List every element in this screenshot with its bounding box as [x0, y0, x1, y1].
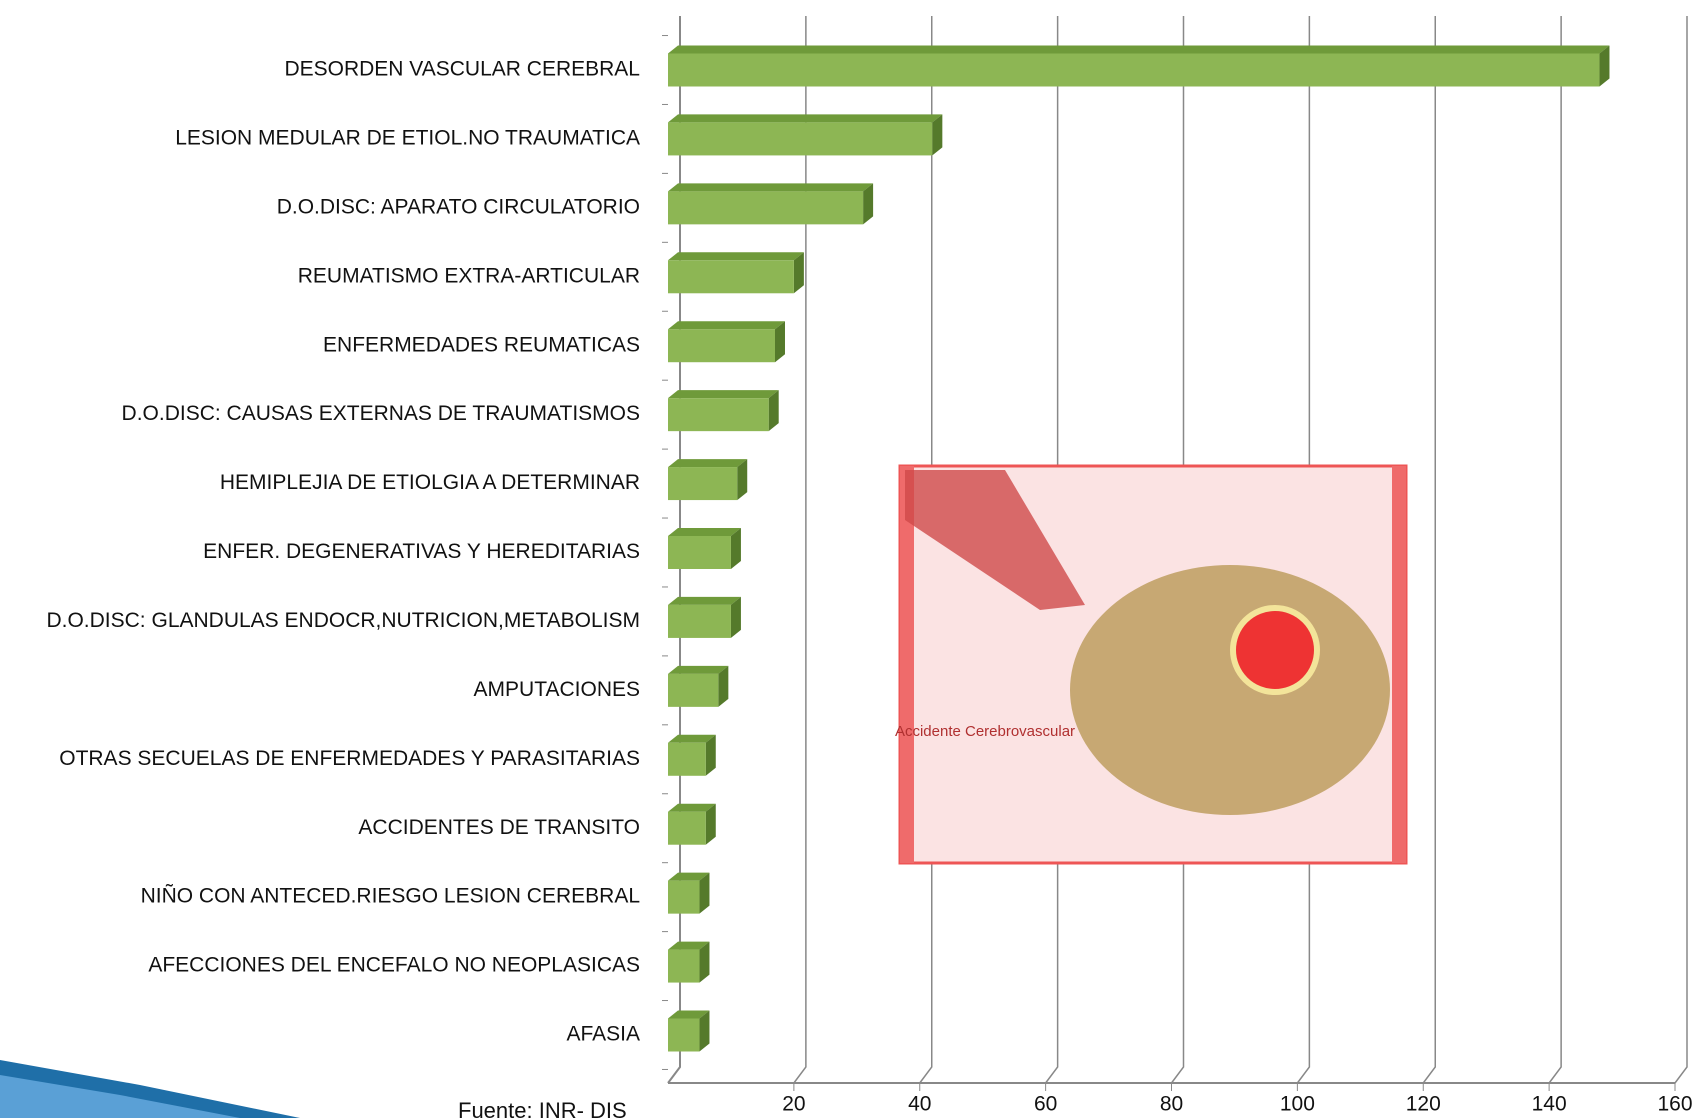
- bar: [668, 742, 706, 776]
- bar: [668, 398, 769, 432]
- bar-top: [668, 459, 748, 468]
- bar: [668, 604, 731, 638]
- y-tick-label: D.O.DISC: GLANDULAS ENDOCR,NUTRICION,MET…: [46, 609, 640, 632]
- y-tick-label: NIÑO CON ANTECED.RIESGO LESION CEREBRAL: [141, 884, 640, 908]
- bar: [668, 1018, 700, 1052]
- x-tick-label: 20: [782, 1093, 805, 1116]
- grid-line: [1674, 16, 1688, 1084]
- bar-side: [705, 803, 716, 845]
- bar-side: [705, 734, 716, 776]
- bar: [668, 880, 700, 914]
- y-tick-label: DESORDEN VASCULAR CEREBRAL: [284, 58, 640, 81]
- bar-top: [668, 941, 710, 950]
- bar-top: [668, 803, 716, 812]
- bar-side: [932, 114, 943, 156]
- bar-top: [668, 872, 710, 881]
- source-note: Fuente: INR- DIS: [458, 1098, 627, 1118]
- bar-top: [668, 252, 804, 261]
- y-tick-label: AMPUTACIONES: [474, 678, 640, 701]
- x-tick-label: 140: [1532, 1093, 1567, 1116]
- bar-side: [699, 1010, 710, 1052]
- grid-line: [1170, 16, 1185, 1084]
- bar-side: [718, 665, 729, 707]
- y-tick-label: ENFERMEDADES REUMATICAS: [323, 333, 640, 356]
- inset-label: Accidente Cerebrovascular: [895, 723, 1075, 740]
- x-tick-label: 40: [908, 1093, 931, 1116]
- y-tick-label: LESION MEDULAR DE ETIOL.NO TRAUMATICA: [175, 126, 640, 149]
- bar: [668, 53, 1600, 87]
- y-tick-label: AFASIA: [566, 1023, 640, 1046]
- grid-line: [793, 16, 807, 1084]
- bar-side: [774, 321, 785, 363]
- slide-decoration: [0, 1075, 240, 1118]
- y-tick-label: ENFER. DEGENERATIVAS Y HEREDITARIAS: [203, 540, 640, 563]
- bar: [668, 329, 775, 363]
- bar: [668, 467, 738, 501]
- bar-side: [793, 252, 804, 294]
- bar-top: [668, 665, 729, 674]
- y-tick-label: REUMATISMO EXTRA-ARTICULAR: [298, 264, 640, 287]
- x-tick-label: 80: [1160, 1093, 1183, 1116]
- bar-top: [668, 734, 716, 743]
- x-tick-label: 100: [1280, 1093, 1315, 1116]
- bar-side: [730, 596, 741, 638]
- y-tick-label: ACCIDENTES DE TRANSITO: [358, 816, 640, 839]
- bar-top: [668, 390, 779, 399]
- bar: [668, 949, 700, 983]
- bar-top: [668, 114, 943, 123]
- bar-side: [863, 183, 874, 225]
- bar-top: [668, 528, 741, 536]
- y-tick-label: HEMIPLEJIA DE ETIOLGIA A DETERMINAR: [220, 471, 640, 494]
- bar-top: [668, 183, 874, 192]
- bar: [668, 536, 731, 569]
- bar: [668, 811, 706, 845]
- x-tick-label: 160: [1657, 1093, 1692, 1116]
- y-tick-label: AFECCIONES DEL ENCEFALO NO NEOPLASICAS: [148, 954, 640, 977]
- grid-line: [1422, 16, 1436, 1084]
- bar-side: [699, 872, 710, 914]
- bar: [668, 191, 864, 225]
- bar: [668, 260, 794, 294]
- bar-side: [1599, 45, 1610, 87]
- bar-side: [730, 528, 741, 569]
- bar-top: [668, 596, 741, 605]
- x-tick-label: 60: [1034, 1093, 1057, 1116]
- bar-side: [737, 459, 748, 501]
- bar-top: [668, 1010, 710, 1019]
- y-tick-label: D.O.DISC: APARATO CIRCULATORIO: [277, 195, 640, 218]
- y-tick-label: D.O.DISC: CAUSAS EXTERNAS DE TRAUMATISMO…: [122, 402, 640, 425]
- bar-top: [668, 45, 1610, 54]
- x-tick-label: 120: [1406, 1093, 1441, 1116]
- grid-line: [1045, 16, 1059, 1084]
- bar-top: [668, 321, 785, 330]
- y-tick-label: OTRAS SECUELAS DE ENFERMEDADES Y PARASIT…: [59, 747, 640, 770]
- bar: [668, 673, 719, 707]
- inset-image: Accidente Cerebrovascular: [895, 464, 1408, 865]
- axis-line: [667, 16, 681, 1084]
- grid-line: [1548, 16, 1562, 1084]
- grid-line: [919, 16, 933, 1084]
- bar-side: [768, 390, 779, 432]
- bar: [668, 122, 933, 156]
- bar-side: [699, 941, 710, 983]
- grid-line: [1296, 16, 1311, 1084]
